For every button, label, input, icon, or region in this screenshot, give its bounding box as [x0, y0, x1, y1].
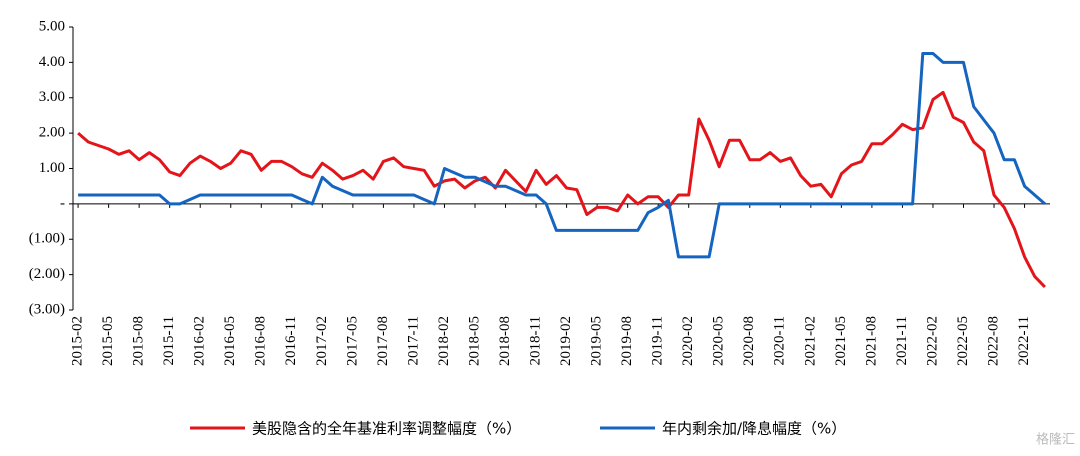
legend-label: 年内剩余加/降息幅度（%）: [662, 420, 846, 438]
x-tick-label: 2020-11: [772, 316, 788, 365]
x-tick-label: 2021-05: [833, 316, 849, 366]
x-tick-label: 2022-02: [924, 316, 940, 366]
y-tick-label: -: [60, 195, 65, 211]
x-tick-label: 2020-05: [711, 316, 727, 366]
x-tick-label: 2017-08: [375, 316, 391, 366]
legend-label: 美股隐含的全年基准利率调整幅度（%）: [252, 420, 521, 438]
x-tick-label: 2015-11: [161, 316, 177, 365]
series-line: [78, 52, 1046, 259]
y-tick-label: 4.00: [39, 54, 65, 70]
x-tick-label: 2021-08: [863, 316, 879, 366]
x-tick-label: 2019-08: [619, 316, 635, 366]
y-tick-label: (3.00): [29, 301, 65, 317]
x-tick-label: 2017-05: [344, 316, 360, 366]
x-tick-label: 2022-08: [985, 316, 1001, 366]
series-line: [77, 90, 1046, 289]
watermark: 格隆汇: [1036, 432, 1075, 448]
x-tick-label: 2016-05: [222, 316, 238, 366]
x-tick-label: 2015-02: [70, 316, 86, 366]
x-tick-label: 2021-02: [802, 316, 818, 366]
x-tick-label: 2018-11: [527, 316, 543, 365]
x-tick-label: 2017-02: [314, 316, 330, 366]
x-tick-label: 2019-02: [558, 316, 574, 366]
y-tick-label: 3.00: [39, 89, 65, 105]
x-tick-label: 2019-05: [589, 316, 605, 366]
x-tick-label: 2021-11: [894, 316, 910, 365]
x-tick-label: 2016-11: [283, 316, 299, 365]
x-tick-label: 2022-05: [955, 316, 971, 366]
x-tick-label: 2022-11: [1016, 316, 1032, 365]
y-tick-label: 1.00: [39, 160, 65, 176]
y-tick-label: 5.00: [39, 18, 65, 34]
x-tick-label: 2016-08: [253, 316, 269, 366]
x-tick-label: 2017-11: [405, 316, 421, 365]
x-tick-label: 2019-11: [650, 316, 666, 365]
x-tick-label: 2016-02: [192, 316, 208, 366]
y-tick-label: (1.00): [29, 231, 65, 247]
y-tick-label: 2.00: [39, 125, 65, 141]
x-tick-label: 2015-05: [100, 316, 116, 366]
x-tick-label: 2018-05: [466, 316, 482, 366]
x-tick-label: 2018-02: [436, 316, 452, 366]
x-tick-label: 2020-02: [680, 316, 696, 366]
x-tick-label: 2020-08: [741, 316, 757, 366]
x-tick-label: 2015-08: [131, 316, 147, 366]
y-tick-label: (2.00): [29, 266, 65, 282]
x-tick-label: 2018-08: [497, 316, 513, 366]
